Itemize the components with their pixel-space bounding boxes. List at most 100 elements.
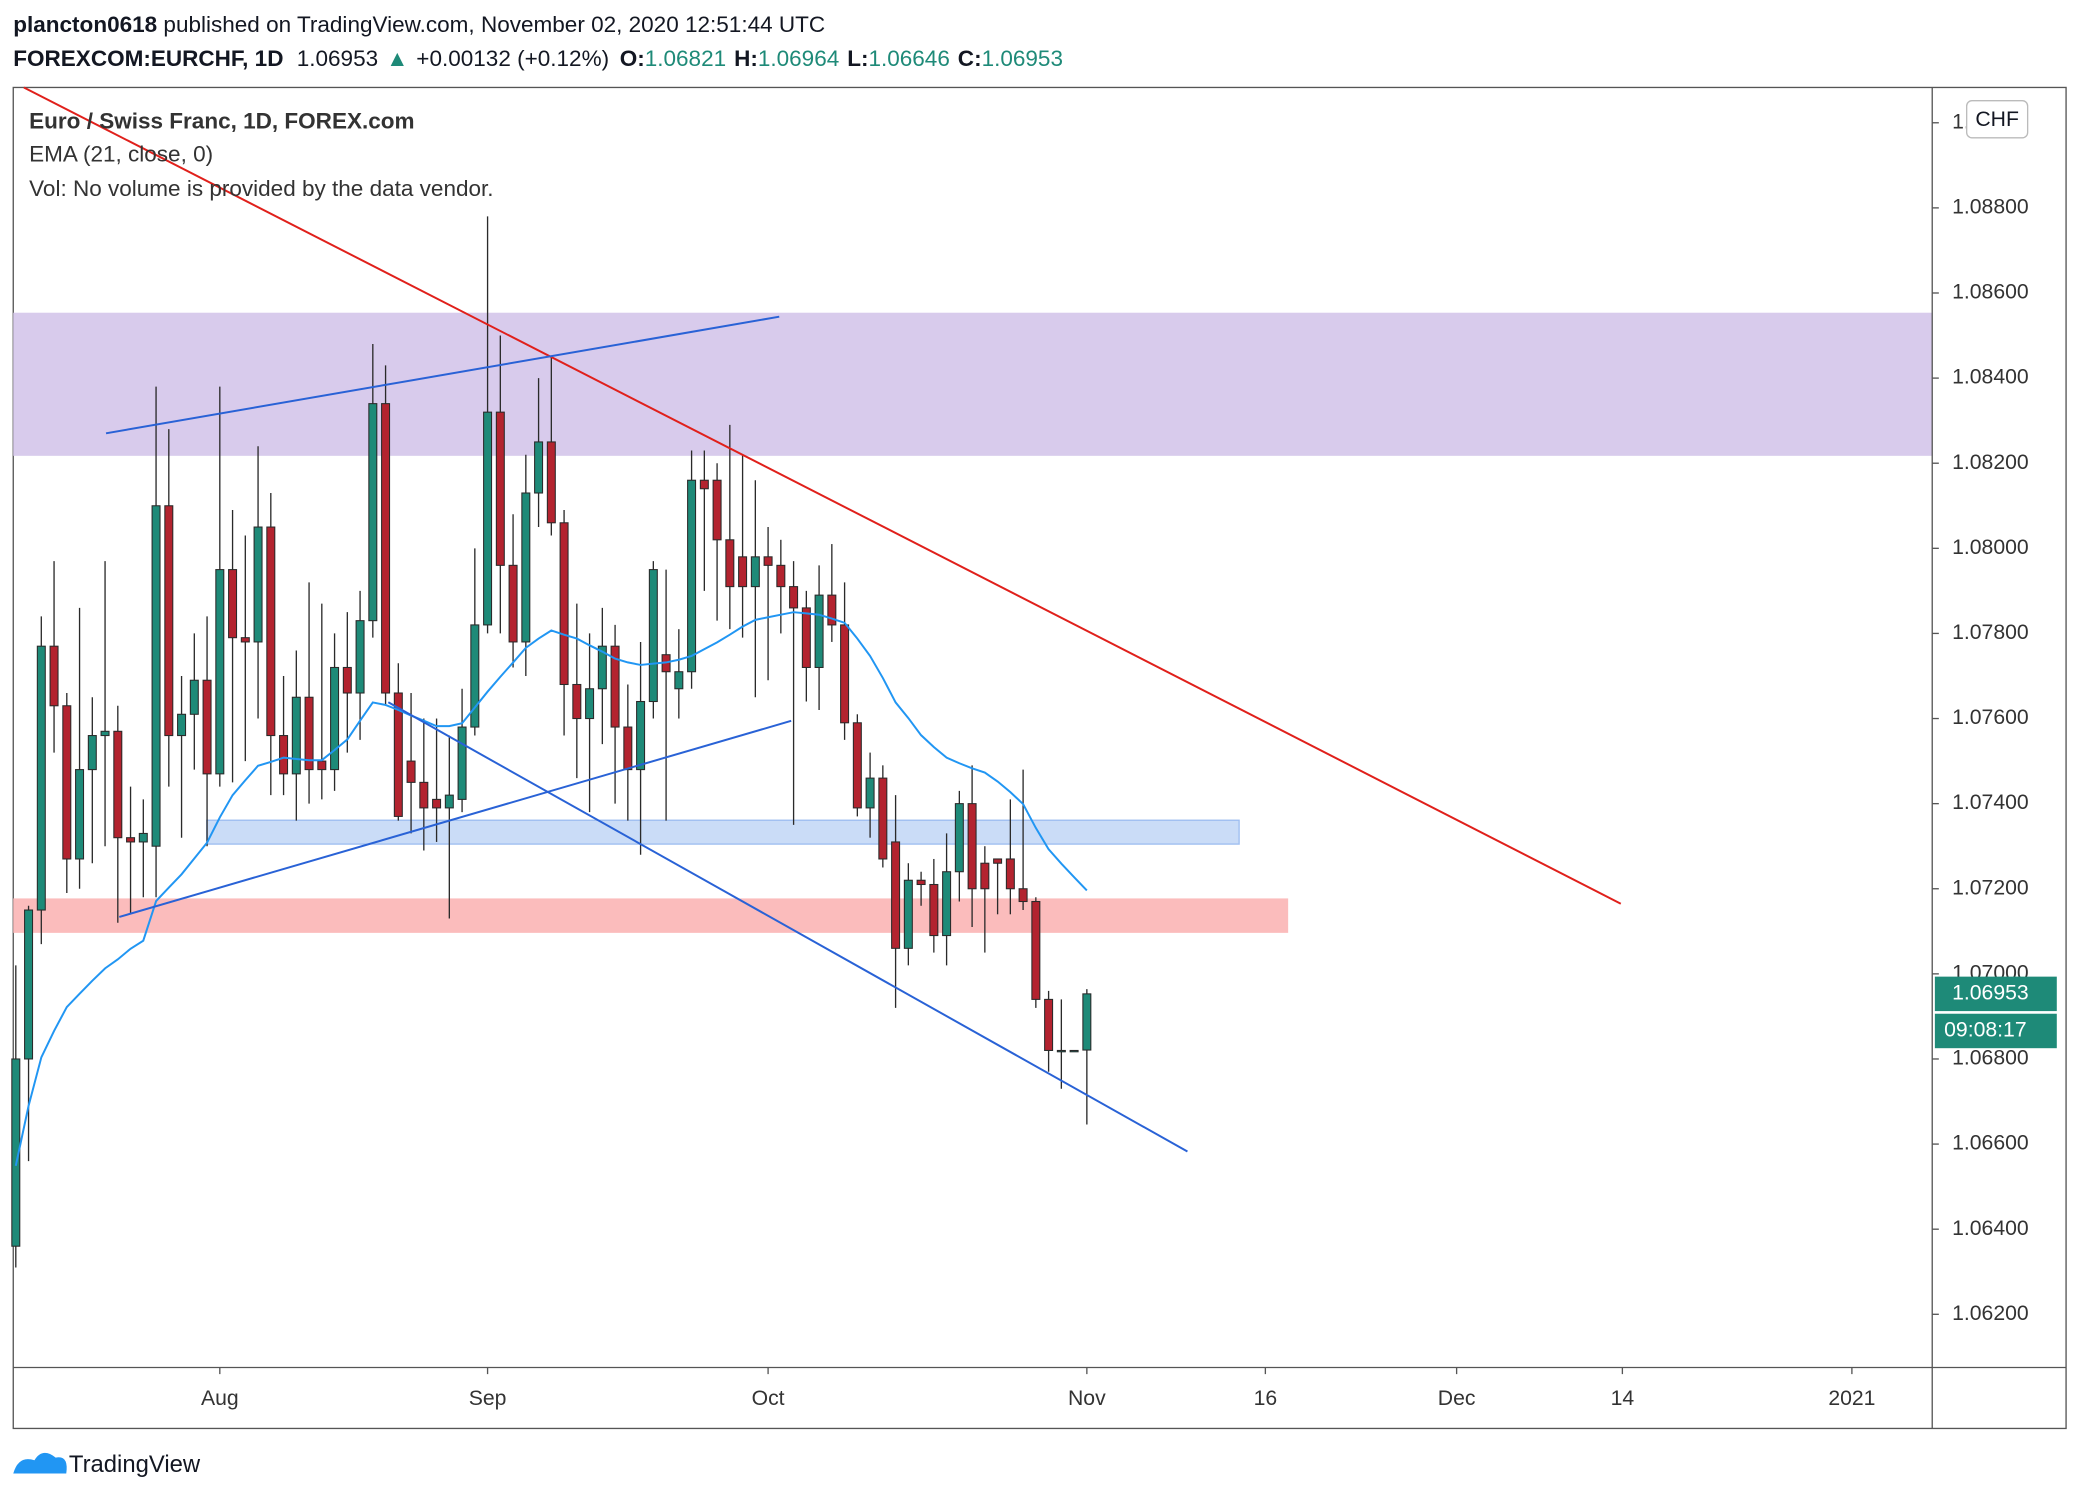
candle-body [113, 730, 123, 839]
candle-body [1044, 998, 1054, 1051]
plot [11, 216, 1092, 1268]
candle-body [164, 505, 174, 737]
l-label: L: [847, 46, 868, 71]
candle-body [266, 526, 276, 737]
candle-body [432, 798, 442, 809]
candle-body [534, 441, 544, 494]
candle-body [878, 777, 888, 860]
candle-body [980, 862, 990, 890]
candle-body [585, 688, 595, 720]
published: published on TradingView.com, November 0… [157, 12, 825, 37]
candle-body [789, 586, 799, 609]
y-tick-label: 1.07400 [1952, 791, 2029, 814]
candle-body [559, 522, 569, 686]
candle-body [903, 879, 913, 949]
candle-body [1056, 1049, 1066, 1053]
candle-body [202, 679, 212, 775]
axes: 1.062001.064001.066001.068001.070001.072… [201, 110, 2057, 1410]
candle-body [521, 492, 531, 643]
x-tick-label: Nov [1068, 1387, 1106, 1410]
x-tick-label: 16 [1254, 1387, 1278, 1410]
trend-line [387, 701, 1188, 1153]
x-tick-label: Oct [752, 1387, 785, 1410]
candle-body [100, 730, 110, 737]
o-label: O: [620, 46, 645, 71]
candle-body [929, 883, 939, 937]
candle-body [865, 777, 875, 809]
chart-frame [12, 86, 2067, 1430]
y-tick-label: 1.06800 [1952, 1047, 2029, 1070]
candle-body [597, 645, 607, 690]
x-tick-label: 14 [1611, 1387, 1635, 1410]
candle-body [495, 411, 505, 566]
candle-body [636, 700, 646, 771]
candle-body [1082, 993, 1092, 1051]
change: +0.00132 (+0.12%) [416, 46, 609, 71]
y-tick-label: 1.06200 [1952, 1302, 2029, 1325]
chart-title: Euro / Swiss Franc, 1D, FOREX.com [29, 109, 414, 134]
logo-icon [13, 1452, 67, 1474]
candle-body [763, 556, 773, 566]
candle-body [393, 692, 403, 817]
h-value: 1.06964 [758, 46, 839, 71]
candle-body [151, 505, 161, 847]
trend-line [105, 315, 780, 435]
candle-body [406, 760, 416, 783]
currency-button[interactable] [1966, 100, 2029, 139]
candle-body [623, 726, 633, 771]
candle-body [954, 803, 964, 873]
candle-body [801, 607, 811, 669]
candle-body [546, 441, 556, 524]
x-tick-label: Dec [1438, 1387, 1476, 1410]
symbol: FOREXCOM:EURCHF, 1D [13, 46, 283, 71]
candle-body [24, 909, 34, 1060]
candle-body [648, 569, 658, 703]
candle-body [381, 403, 391, 694]
y-tick-label: 1.08200 [1952, 451, 2029, 474]
candle-body [891, 841, 901, 949]
c-value: 1.06953 [982, 46, 1063, 71]
candle-body [87, 735, 97, 771]
h-label: H: [734, 46, 758, 71]
candle-body [36, 645, 46, 911]
candle-body [1005, 858, 1015, 890]
candle-body [967, 803, 977, 890]
candle-body [253, 526, 263, 643]
candle-body [852, 722, 862, 809]
candle-body [49, 645, 59, 707]
y-tick-label: 1.08400 [1952, 366, 2029, 389]
candle-body [840, 624, 850, 724]
ema-line [14, 611, 1088, 1167]
candle-body [457, 726, 467, 800]
change-arrow: ▲ [386, 46, 408, 71]
candle-body [1069, 1049, 1079, 1053]
logo: TradingView [13, 1451, 201, 1478]
candle-body [62, 705, 72, 860]
price-tag [1934, 976, 2057, 1012]
candle-body [304, 696, 314, 771]
header-line-1: plancton0618 published on TradingView.co… [13, 12, 825, 37]
y-tick-label: 1.06400 [1952, 1217, 2029, 1240]
candle-body [776, 564, 786, 588]
last-price: 1.06953 [297, 46, 378, 71]
candle-body [279, 735, 289, 775]
candle-body [1031, 900, 1041, 1000]
o-value: 1.06821 [645, 46, 726, 71]
candle-body [712, 479, 722, 541]
currency-label[interactable]: CHF [1975, 108, 2019, 131]
candle-body [342, 666, 352, 694]
y-tick-label: 1.08000 [1952, 536, 2029, 559]
candle-body [725, 539, 735, 588]
candle-body [215, 569, 225, 775]
price-tag-label: 1.06953 [1952, 981, 2029, 1004]
y-tick-label: 1.08600 [1952, 281, 2029, 304]
indicator-legend: EMA (21, close, 0) [29, 142, 213, 167]
trend-line [118, 719, 792, 918]
candle-body [674, 671, 684, 690]
candle-body [738, 556, 748, 588]
publisher: plancton0618 [13, 12, 157, 37]
resistance-zone [13, 312, 1933, 456]
x-tick-label: Sep [469, 1387, 507, 1410]
